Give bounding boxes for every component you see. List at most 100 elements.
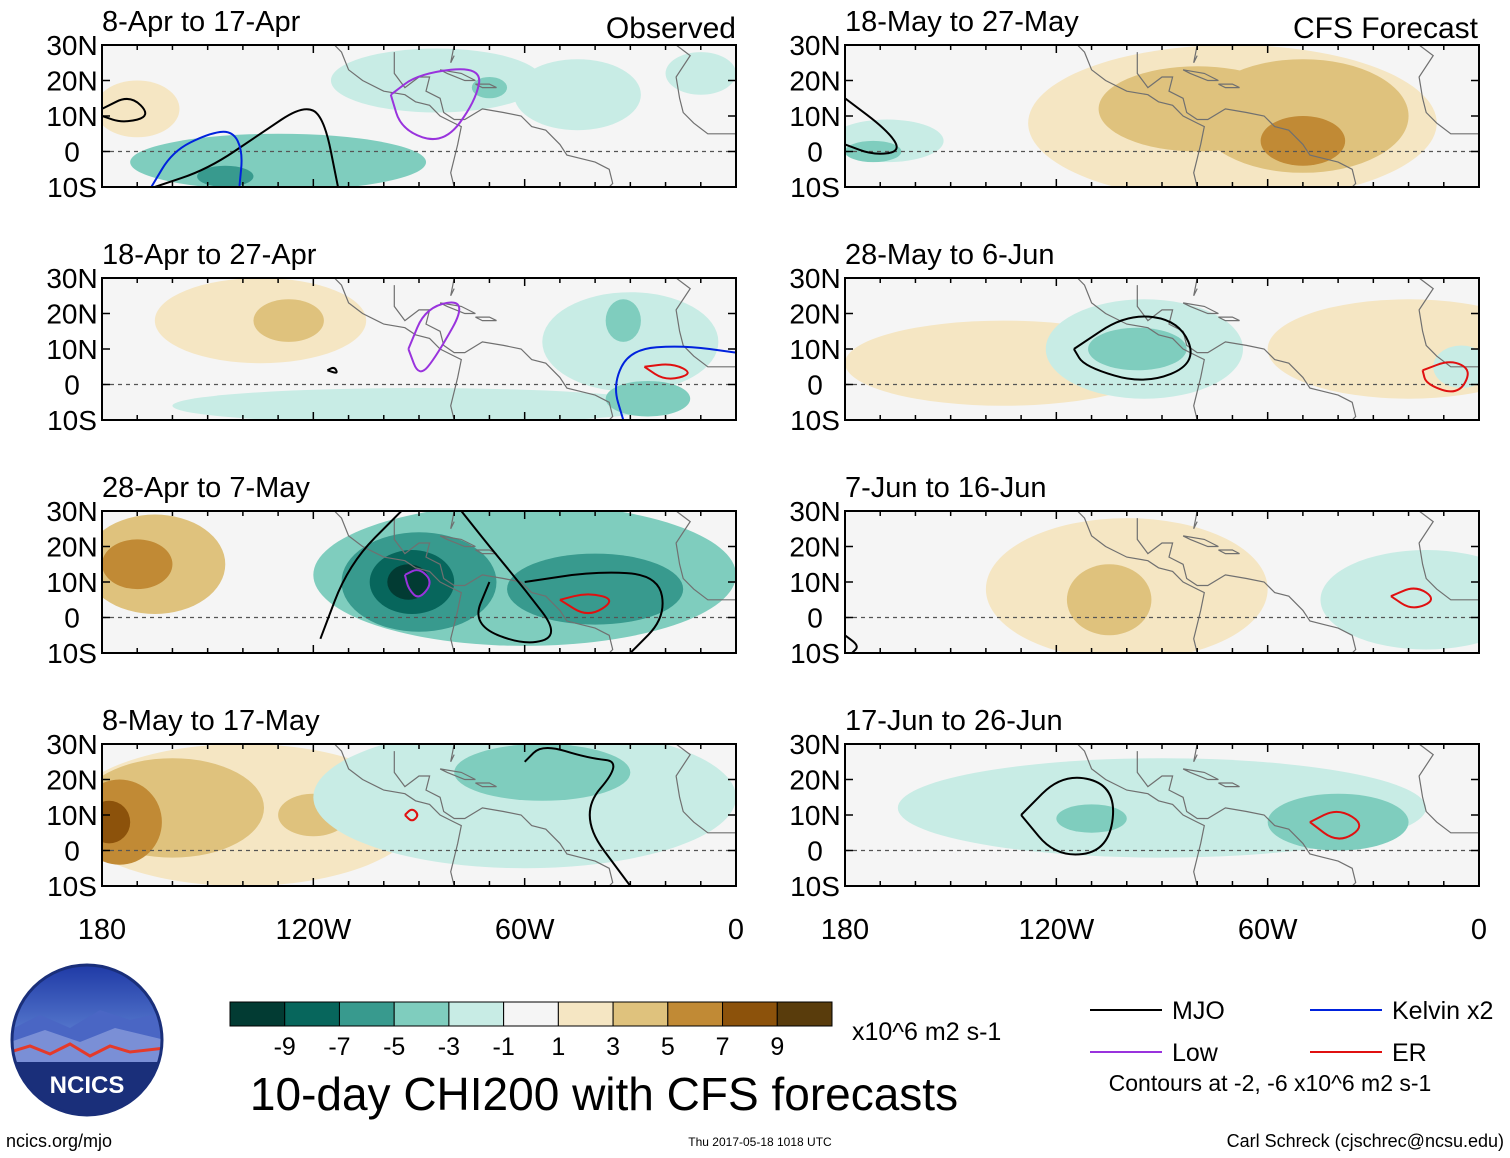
panel-title: 18-May to 27-May [845, 6, 1079, 38]
y-tick-label: 10N [789, 800, 840, 831]
coastline [393, 518, 614, 653]
coastline [1418, 744, 1479, 834]
legend: MJO Kelvin x2 Low ER [1090, 997, 1493, 1067]
y-tick-label: 20N [46, 66, 97, 97]
low-contour [403, 569, 431, 598]
mjo-contour [460, 511, 553, 644]
mjo-contour [524, 571, 664, 653]
column-header-observed: Observed [606, 12, 736, 45]
site-link[interactable]: ncics.org/mjo [6, 1131, 112, 1151]
coastline [1218, 782, 1240, 788]
anomaly-shading [605, 380, 691, 417]
er-contour [1390, 587, 1432, 609]
ncics-logo[interactable]: NCICS [10, 963, 170, 1122]
er-contour [643, 363, 689, 380]
legend-label: Kelvin x2 [1392, 997, 1493, 1025]
y-tick-label: 10N [46, 567, 97, 598]
colorbar-swatch [338, 1001, 395, 1027]
y-tick-label: 10S [790, 871, 840, 902]
colorbar-label: -9 [274, 1033, 296, 1061]
colorbar-units: x10^6 m2 s-1 [852, 1018, 1001, 1046]
map-panel: 30N 20N 10N 0 10S 28-May to 6-Jun [789, 239, 1480, 436]
coastline [439, 768, 476, 781]
colorbar-swatch [667, 1001, 724, 1027]
colorbar-label: -3 [438, 1033, 460, 1061]
map-panel: 30N 20N 10N 0 10S 18-Apr to 27-Apr [46, 239, 737, 436]
colorbar-swatch [722, 1001, 778, 1027]
y-tick-label: 30N [46, 263, 97, 294]
colorbar-swatch [448, 1001, 505, 1027]
anomaly-shading [102, 779, 162, 865]
coastline [1218, 83, 1240, 89]
anomaly-shading [102, 800, 131, 844]
coastline [475, 83, 497, 89]
anomaly-shading [102, 539, 173, 590]
coastline [1136, 751, 1357, 886]
colorbar: -9 -7 -5 -3 -1 1 3 5 7 9 [229, 1001, 833, 1061]
y-tick-label: 10S [790, 172, 840, 203]
coastline [1193, 278, 1198, 297]
y-tick-label: 0 [807, 603, 823, 634]
x-tick-label: 180 [78, 914, 126, 946]
anomaly-shading [845, 140, 902, 163]
anomaly-shading [253, 299, 324, 342]
logo-text: NCICS [50, 1072, 125, 1099]
y-tick-label: 20N [789, 532, 840, 563]
colorbar-label: -5 [383, 1033, 405, 1061]
y-tick-label: 0 [807, 370, 823, 401]
panel-title: 18-Apr to 27-Apr [102, 239, 317, 271]
y-tick-label: 10N [46, 334, 97, 365]
colorbar-label: 7 [716, 1033, 730, 1061]
anomaly-shading [1320, 550, 1479, 650]
coastline [450, 45, 455, 64]
coastline [1136, 52, 1357, 187]
anomaly-shading [387, 564, 430, 600]
er-contour [1421, 361, 1469, 393]
colorbar-label: 3 [606, 1033, 620, 1061]
x-axis-labels: 180 120W 60W 0 180 120W 60W 0 [78, 914, 1487, 946]
map-panel: 30N 20N 10N 0 10S 8-May to 17-May [46, 705, 737, 902]
coastline [1193, 744, 1198, 763]
coastline [1182, 768, 1219, 781]
anomaly-shading [102, 80, 180, 138]
kelvin-contour [615, 345, 736, 420]
coastline [1136, 518, 1357, 653]
y-tick-label: 10S [47, 172, 97, 203]
colorbar-label: -7 [328, 1033, 350, 1061]
y-tick-label: 10N [789, 334, 840, 365]
mjo-contour [154, 108, 339, 187]
y-tick-label: 0 [64, 137, 80, 168]
coastline [1136, 285, 1357, 420]
anomaly-shading [665, 52, 736, 95]
mjo-contour [845, 97, 898, 155]
y-tick-label: 10S [47, 871, 97, 902]
coastline [675, 278, 736, 368]
coastline [1182, 535, 1219, 548]
author-credit: Carl Schreck (cjschrec@ncsu.edu) [1227, 1131, 1504, 1151]
coastline [1182, 302, 1219, 315]
coastline [675, 744, 736, 834]
y-tick-label: 20N [789, 299, 840, 330]
anomaly-shading [454, 744, 631, 801]
x-tick-label: 180 [821, 914, 869, 946]
colorbar-label: 9 [770, 1033, 784, 1061]
anomaly-shading [605, 299, 641, 342]
legend-label: ER [1392, 1039, 1427, 1067]
colorbar-label: 5 [661, 1033, 675, 1061]
x-tick-label: 0 [1471, 914, 1487, 946]
y-tick-label: 10S [47, 405, 97, 436]
coastline [1218, 549, 1240, 555]
coastline [393, 52, 614, 187]
mjo-contour [523, 747, 632, 886]
y-tick-label: 10N [789, 567, 840, 598]
y-tick-label: 20N [789, 765, 840, 796]
anomaly-shading [1056, 804, 1127, 833]
timestamp: Thu 2017-05-18 1018 UTC [688, 1135, 832, 1149]
coastline [1218, 316, 1240, 322]
y-tick-label: 0 [807, 137, 823, 168]
anomaly-shading [1260, 116, 1346, 166]
mjo-contour [102, 97, 147, 123]
x-tick-label: 60W [495, 914, 555, 946]
y-tick-label: 10S [790, 638, 840, 669]
coastline [1418, 45, 1479, 135]
